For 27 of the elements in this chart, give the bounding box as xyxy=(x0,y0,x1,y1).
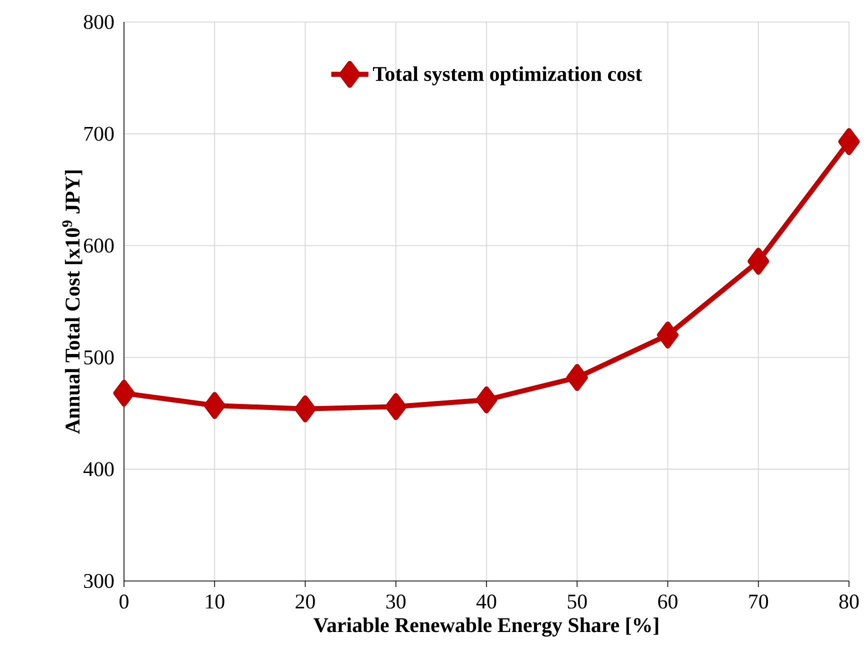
x-tick-label: 10 xyxy=(206,594,224,609)
x-axis-title: Variable Renewable Energy Share [%] xyxy=(314,617,658,637)
x-tick-label: 30 xyxy=(386,594,406,609)
point xyxy=(113,380,135,407)
point xyxy=(294,395,316,422)
point xyxy=(204,392,226,419)
x-tick-label: 40 xyxy=(476,594,496,609)
y-tick-label: 400 xyxy=(84,462,114,476)
legend-label: Total system optimization cost xyxy=(373,66,642,86)
x-tick-label: 80 xyxy=(839,594,859,609)
x-tick-label: 0 xyxy=(120,594,128,609)
y-tick-label: 600 xyxy=(84,238,114,253)
point xyxy=(566,364,588,392)
point xyxy=(476,386,498,414)
point xyxy=(385,393,407,420)
x-tick-label: 20 xyxy=(296,594,315,609)
x-tick-label: 70 xyxy=(749,594,768,609)
point xyxy=(838,128,860,156)
y-tick-label: 800 xyxy=(84,14,114,30)
y-tick-label: 500 xyxy=(84,350,114,364)
y-tick-label: 700 xyxy=(84,126,114,141)
x-tick-label: 50 xyxy=(568,594,587,609)
y-tick-label: 300 xyxy=(84,574,114,588)
y-axis-title: Annual Total Cost [x10$^{9}$ JPY] xyxy=(62,170,82,434)
x-tick-label: 60 xyxy=(658,594,678,609)
point xyxy=(748,248,770,275)
point xyxy=(657,322,678,349)
